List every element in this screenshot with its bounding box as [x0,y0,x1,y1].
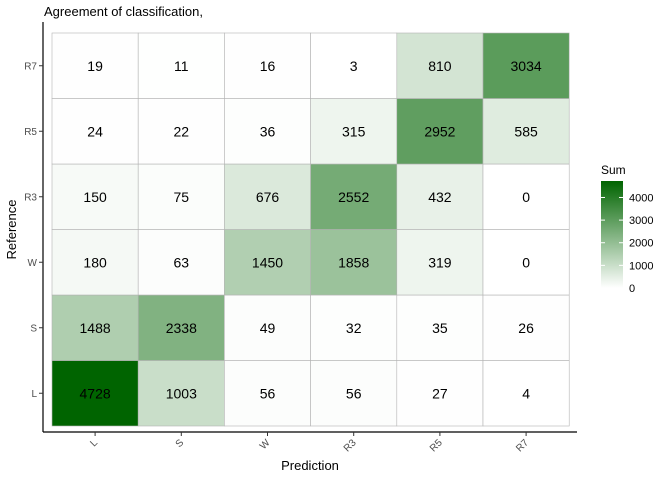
cell-value-label: 810 [428,58,452,74]
cell-value-label: 4 [522,385,530,401]
cell-value-label: 4728 [80,385,111,401]
heatmap-cell [482,163,570,230]
cell-value-label: 180 [83,254,107,270]
cell-value-label: 35 [432,320,448,336]
y-tick-label: R7 [24,61,37,72]
cell-value-label: 1003 [166,385,197,401]
legend-tick-label: 0 [629,283,635,295]
heatmap-cells: 4728 1003 56 56 27 4 1488 2338 49 32 35 26 180 63 1450… [51,32,570,427]
x-tick-label: R3 [342,437,359,454]
cell-value-label: 1450 [252,254,283,270]
cell-value-label: 11 [174,58,189,74]
cell-value-label: 1488 [80,320,111,336]
heatmap-cell [310,229,398,296]
cell-value-label: 63 [174,254,190,270]
heatmap-cell [396,98,484,165]
cell-value-label: 49 [260,320,276,336]
cell-value-label: 2552 [338,189,369,205]
cell-value-label: 3034 [511,58,542,74]
cell-value-label: 2952 [424,123,455,139]
heatmap-cell [310,32,398,99]
cell-value-label: 432 [428,189,452,205]
heatmap-cell [310,98,398,165]
heatmap-cell [137,294,225,361]
legend-title: Sum [601,163,626,177]
heatmap-cell [51,32,139,99]
cell-value-label: 56 [346,385,362,401]
heatmap-cell [482,98,570,165]
x-axis-title: Prediction [281,458,339,473]
cell-value-label: 150 [83,189,107,205]
y-tick-label: W [28,258,38,269]
cell-value-label: 22 [174,123,190,139]
heatmap-cell [482,360,570,427]
x-tick-label: L [88,437,100,449]
legend-tick-label: 2000 [629,238,653,250]
x-tick-label: R7 [514,437,531,454]
heatmap-cell [482,32,570,99]
heatmap-cell [396,163,484,230]
chart-title: Agreement of classification, [44,4,203,19]
cell-value-label: 27 [432,385,448,401]
cell-value-label: 56 [260,385,276,401]
heatmap-cell [224,294,311,361]
cell-value-label: 0 [522,189,530,205]
heatmap-cell [51,229,139,296]
cell-value-label: 32 [346,320,362,336]
y-tick-label: R3 [24,192,37,203]
cell-value-label: 1858 [338,254,369,270]
legend-tick-label: 1000 [629,260,653,272]
heatmap-cell [482,229,570,296]
heatmap-cell [51,163,139,230]
y-tick-label: R5 [24,127,37,138]
cell-value-label: 75 [174,189,190,205]
heatmap-cell [310,294,398,361]
x-tick-label: R5 [428,437,445,454]
y-axis-title: Reference [4,200,19,260]
heatmap-cell [51,360,139,427]
cell-value-label: 315 [342,123,366,139]
y-tick-label: L [31,389,37,400]
cell-value-label: 0 [522,254,530,270]
cell-value-label: 676 [256,189,280,205]
x-tick-label: S [174,437,187,450]
heatmap-cell [396,229,484,296]
color-legend: Sum 0 1000 2000 3000 4000 [601,163,653,295]
legend-tick-label: 3000 [629,215,653,227]
heatmap-cell [137,360,225,427]
cell-value-label: 16 [260,58,276,74]
cell-value-label: 36 [260,123,276,139]
heatmap-cell [137,163,225,230]
heatmap-cell [51,294,139,361]
legend-colorbar [601,181,623,288]
cell-value-label: 3 [350,58,358,74]
cell-value-label: 585 [514,123,538,139]
cell-value-label: 24 [87,123,103,139]
heatmap-cell [224,163,311,230]
cell-value-label: 2338 [166,320,197,336]
heatmap-cell [396,360,484,427]
legend-tick-label: 4000 [629,192,653,204]
heatmap-cell [224,229,311,296]
cell-value-label: 319 [428,254,452,270]
x-tick-label: W [258,437,273,452]
cell-value-label: 26 [518,320,534,336]
y-tick-label: S [30,323,37,334]
cell-value-label: 19 [87,58,103,74]
heatmap-cell [310,360,398,427]
heatmap-cell [224,98,311,165]
heatmap-cell [51,98,139,165]
heatmap-cell [396,32,484,99]
heatmap-cell [482,294,570,361]
